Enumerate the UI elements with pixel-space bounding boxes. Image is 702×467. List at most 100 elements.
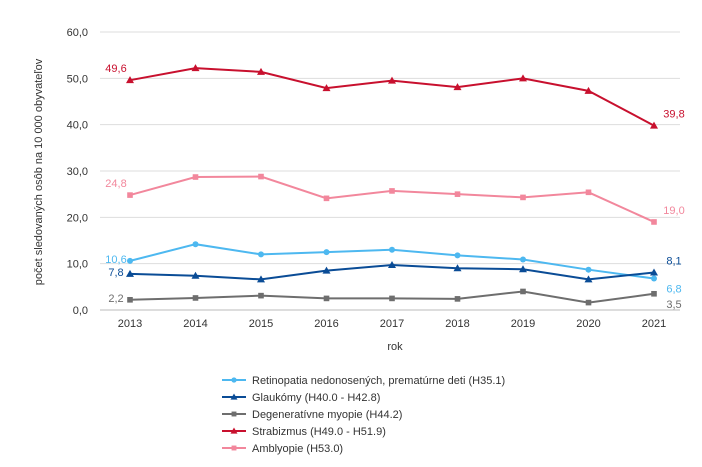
data-point (389, 295, 395, 302)
data-point (191, 64, 200, 72)
data-point (520, 256, 526, 263)
legend-label: Glaukómy (H40.0 - H42.8) (252, 392, 380, 404)
data-label-last: 39,8 (663, 109, 684, 121)
data-point (650, 268, 658, 276)
data-point (453, 83, 462, 91)
data-point (585, 266, 592, 273)
data-point (258, 292, 264, 299)
legend-item: Retinopatia nedonosených, prematúrne det… (222, 375, 505, 387)
series-1 (126, 261, 658, 283)
y-tick-label: 50,0 (67, 73, 88, 85)
data-label-last: 3,5 (666, 299, 681, 311)
data-label-last: 6,8 (666, 283, 681, 295)
legend: Retinopatia nedonosených, prematúrne det… (222, 375, 505, 455)
legend-label: Degeneratívne myopie (H44.2) (252, 409, 402, 421)
data-point (650, 121, 658, 129)
x-tick-label: 2017 (380, 318, 404, 330)
gridlines (100, 31, 680, 311)
data-point (520, 194, 526, 201)
legend-item: Amblyopie (H53.0) (222, 443, 343, 455)
data-point (258, 173, 264, 180)
data-point (127, 297, 133, 303)
data-label-last: 8,1 (666, 255, 681, 267)
data-point (585, 189, 592, 196)
x-axis-title: rok (387, 341, 403, 353)
data-point (584, 275, 593, 283)
legend-item: Glaukómy (H40.0 - H42.8) (222, 392, 380, 404)
data-point (520, 288, 526, 295)
data-point (230, 393, 238, 400)
data-point (388, 261, 396, 269)
legend-item: Degeneratívne myopie (H44.2) (222, 409, 402, 421)
data-labels: 10,6 6,8 7,8 8,1 2,2 3,5 49,6 39,8 24,8 19,0 (105, 63, 684, 311)
x-tick-label: 2021 (642, 318, 666, 330)
data-point (389, 188, 395, 194)
x-tick-label: 2014 (183, 318, 207, 330)
data-point (323, 195, 330, 202)
data-point (454, 296, 461, 302)
data-point (651, 219, 657, 225)
data-point (322, 84, 331, 92)
series-3 (126, 64, 658, 129)
x-tick-label: 2020 (576, 318, 600, 330)
data-point (519, 74, 527, 82)
y-tick-label: 0,0 (73, 305, 88, 317)
data-point (454, 252, 461, 259)
x-tick-label: 2016 (314, 318, 338, 330)
data-point (192, 241, 199, 248)
data-label-first: 10,6 (105, 254, 126, 266)
y-tick-label: 20,0 (67, 212, 88, 224)
data-point (323, 295, 330, 302)
data-point (453, 264, 462, 272)
data-point (388, 76, 396, 84)
data-point (231, 377, 237, 383)
series-group (126, 64, 658, 306)
series-2 (127, 288, 657, 306)
series-4 (127, 173, 657, 225)
data-point (126, 76, 134, 84)
series-0 (127, 241, 657, 282)
y-axis-ticks: 0,0 10,0 20,0 30,0 40,0 50,0 60,0 (67, 27, 88, 317)
x-tick-label: 2019 (511, 318, 535, 330)
data-point (126, 269, 134, 277)
data-label-last: 19,0 (663, 205, 684, 217)
data-point (519, 265, 527, 273)
legend-item: Strabizmus (H49.0 - H51.9) (222, 426, 386, 438)
data-point (257, 275, 265, 283)
legend-label: Strabizmus (H49.0 - H51.9) (252, 426, 386, 438)
x-axis-ticks: 2013 2014 2015 2016 2017 2018 2019 2020 2021 (118, 318, 666, 330)
y-tick-label: 60,0 (67, 27, 88, 39)
y-tick-label: 10,0 (67, 259, 88, 271)
data-point (192, 174, 199, 180)
data-point (192, 295, 199, 301)
data-point (322, 266, 331, 274)
data-point (389, 246, 395, 253)
data-point (230, 427, 238, 434)
data-label-first: 7,8 (108, 267, 123, 279)
x-tick-label: 2015 (249, 318, 273, 330)
data-point (651, 275, 657, 282)
y-axis-title: počet sledovaných osôb na 10 000 obyvate… (33, 58, 45, 285)
x-tick-label: 2018 (445, 318, 469, 330)
data-label-first: 2,2 (108, 293, 123, 305)
series-line (129, 175, 655, 223)
data-point (231, 445, 237, 451)
data-point (231, 411, 237, 417)
data-point (323, 249, 330, 256)
data-point (584, 86, 593, 94)
x-tick-label: 2013 (118, 318, 142, 330)
data-point (258, 251, 264, 258)
data-point (454, 191, 461, 197)
data-point (651, 290, 657, 297)
data-point (127, 257, 133, 264)
y-tick-label: 40,0 (67, 120, 88, 132)
y-tick-label: 30,0 (67, 166, 88, 178)
data-point (257, 67, 265, 75)
legend-label: Retinopatia nedonosených, prematúrne det… (252, 375, 505, 387)
data-label-first: 24,8 (105, 178, 126, 190)
data-point (191, 271, 200, 279)
legend-label: Amblyopie (H53.0) (252, 443, 343, 455)
data-point (127, 192, 133, 198)
data-label-first: 49,6 (105, 63, 126, 75)
